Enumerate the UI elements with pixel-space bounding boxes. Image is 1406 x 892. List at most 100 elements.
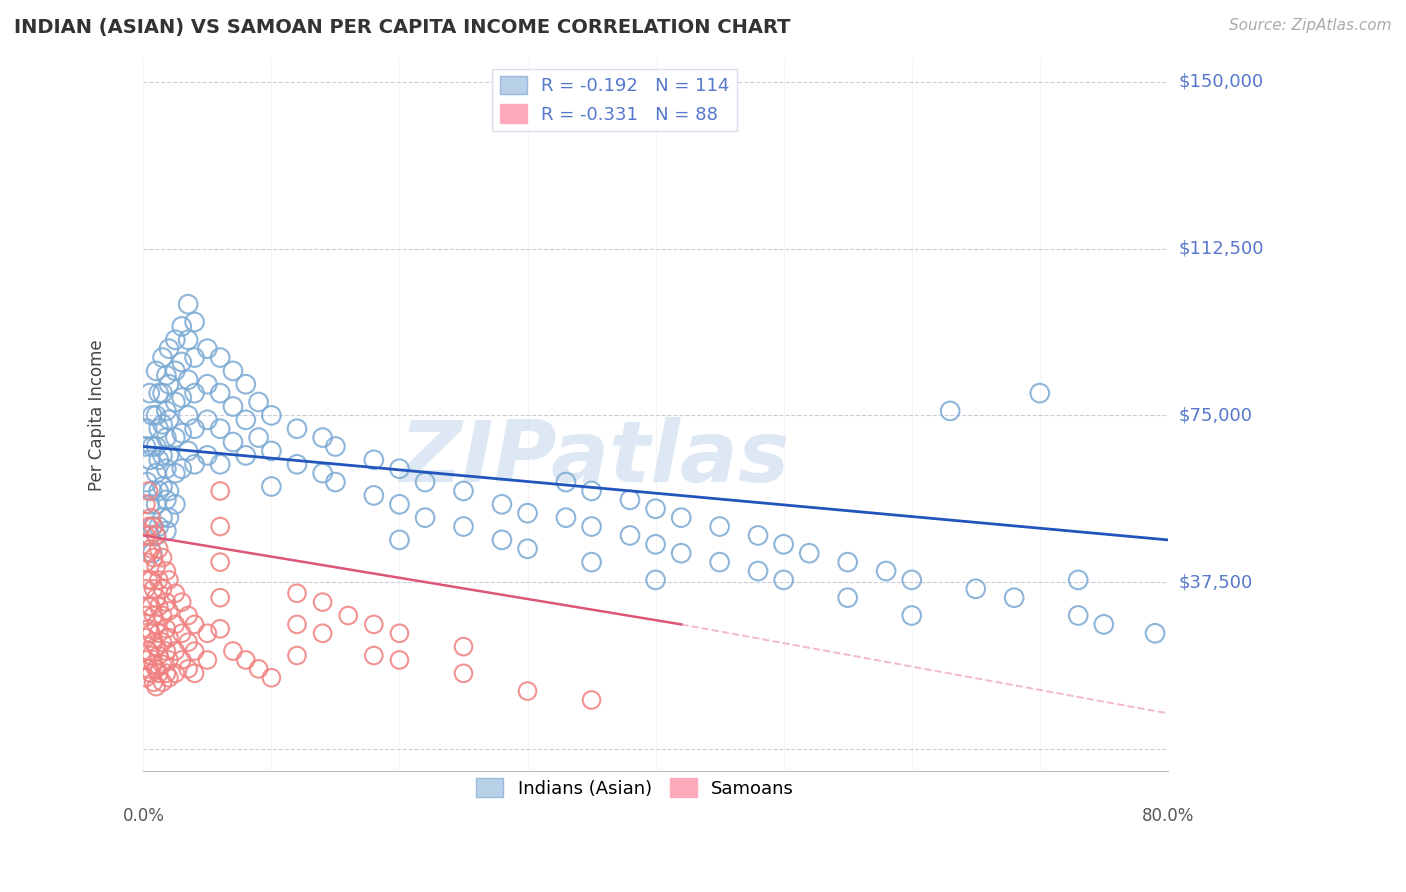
Point [260, 671, 283, 685]
Point [363, 617, 385, 632]
Point [152, 582, 174, 596]
Point [619, 528, 641, 542]
Point [138, 599, 160, 614]
Point [388, 626, 411, 640]
Point [581, 555, 603, 569]
Point [139, 599, 162, 614]
Point [453, 519, 475, 533]
Point [170, 355, 193, 369]
Point [555, 510, 578, 524]
Point [709, 555, 731, 569]
Point [155, 368, 177, 383]
Point [148, 648, 170, 663]
Point [209, 519, 232, 533]
Point [155, 431, 177, 445]
Point [142, 550, 165, 565]
Point [165, 666, 187, 681]
Point [157, 671, 180, 685]
Point [152, 449, 174, 463]
Point [183, 315, 205, 329]
Point [177, 409, 200, 423]
Point [209, 386, 232, 401]
Point [135, 440, 157, 454]
Point [135, 497, 157, 511]
Point [177, 297, 200, 311]
Point [388, 497, 411, 511]
Point [388, 461, 411, 475]
Point [148, 599, 170, 614]
Point [453, 483, 475, 498]
Point [142, 582, 165, 596]
Point [285, 422, 308, 436]
Point [363, 453, 385, 467]
Text: INDIAN (ASIAN) VS SAMOAN PER CAPITA INCOME CORRELATION CHART: INDIAN (ASIAN) VS SAMOAN PER CAPITA INCO… [14, 18, 790, 37]
Point [155, 524, 177, 538]
Point [136, 422, 159, 436]
Point [260, 479, 283, 493]
Point [581, 483, 603, 498]
Point [709, 519, 731, 533]
Point [142, 675, 165, 690]
Point [139, 510, 162, 524]
Point [157, 604, 180, 618]
Point [141, 409, 163, 423]
Point [837, 555, 859, 569]
Point [135, 653, 157, 667]
Point [152, 657, 174, 672]
Point [311, 626, 333, 640]
Point [141, 519, 163, 533]
Point [145, 466, 167, 480]
Point [142, 519, 165, 533]
Point [260, 409, 283, 423]
Point [799, 546, 821, 560]
Point [195, 377, 218, 392]
Point [155, 564, 177, 578]
Point [183, 666, 205, 681]
Point [209, 591, 232, 605]
Point [747, 528, 769, 542]
Point [177, 373, 200, 387]
Point [669, 546, 692, 560]
Point [183, 458, 205, 472]
Point [152, 351, 174, 365]
Point [644, 501, 666, 516]
Point [165, 431, 187, 445]
Point [157, 573, 180, 587]
Point [311, 595, 333, 609]
Point [285, 586, 308, 600]
Point [900, 573, 922, 587]
Point [247, 662, 270, 676]
Legend: Indians (Asian), Samoans: Indians (Asian), Samoans [468, 771, 801, 805]
Point [209, 422, 232, 436]
Point [152, 608, 174, 623]
Point [170, 319, 193, 334]
Point [222, 400, 245, 414]
Point [491, 533, 513, 547]
Point [145, 617, 167, 632]
Text: 80.0%: 80.0% [1142, 806, 1194, 825]
Point [516, 506, 538, 520]
Point [1029, 386, 1052, 401]
Point [1067, 608, 1090, 623]
Point [155, 404, 177, 418]
Point [145, 409, 167, 423]
Point [148, 666, 170, 681]
Point [157, 631, 180, 645]
Point [875, 564, 897, 578]
Point [157, 342, 180, 356]
Point [285, 648, 308, 663]
Point [209, 483, 232, 498]
Point [195, 626, 218, 640]
Point [247, 431, 270, 445]
Point [177, 662, 200, 676]
Point [311, 431, 333, 445]
Point [285, 458, 308, 472]
Point [145, 591, 167, 605]
Point [177, 608, 200, 623]
Point [285, 617, 308, 632]
Text: $75,000: $75,000 [1180, 407, 1253, 425]
Point [183, 644, 205, 658]
Point [170, 461, 193, 475]
Point [138, 453, 160, 467]
Text: Per Capita Income: Per Capita Income [89, 340, 107, 491]
